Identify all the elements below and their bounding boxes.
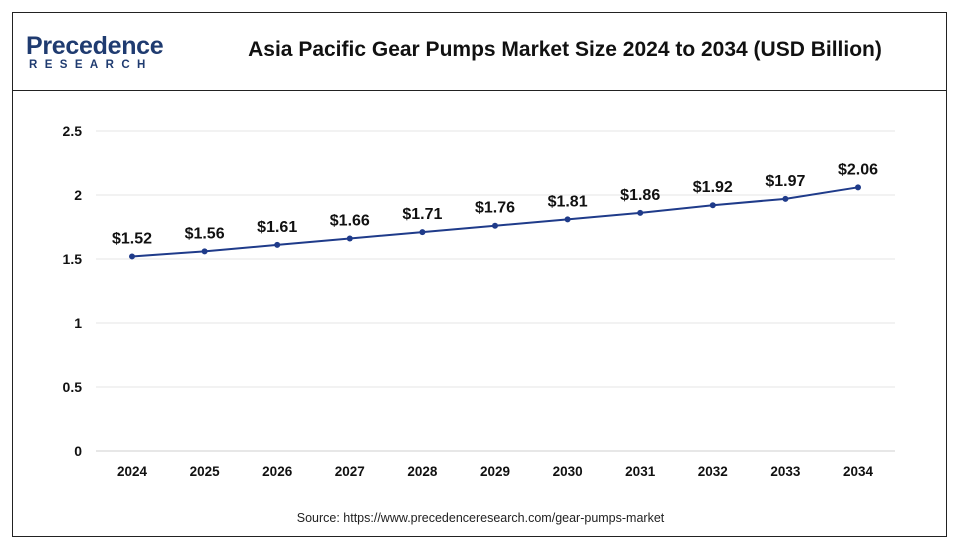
data-point — [419, 229, 426, 236]
x-tick-label: 2034 — [843, 464, 874, 479]
data-label: $1.66 — [330, 213, 370, 230]
brand-logo: Precedence RESEARCH — [26, 32, 176, 74]
y-tick-label: 0.5 — [63, 379, 83, 395]
series-line — [131, 186, 859, 258]
chart-title: Asia Pacific Gear Pumps Market Size 2024… — [248, 38, 882, 61]
chart-frame — [12, 12, 947, 537]
data-label: $1.97 — [765, 173, 805, 190]
x-tick-label: 2033 — [770, 464, 801, 479]
source-note: Source: https://www.precedenceresearch.c… — [296, 511, 665, 525]
x-tick-label: 2032 — [698, 464, 728, 479]
data-point — [709, 202, 716, 209]
data-label: $2.06 — [838, 161, 878, 178]
x-tick-label: 2025 — [190, 464, 221, 479]
data-label: $1.71 — [402, 206, 442, 223]
data-label: $1.52 — [112, 230, 152, 247]
data-label: $1.61 — [257, 219, 297, 236]
data-label: $1.56 — [185, 225, 225, 242]
x-tick-label: 2030 — [553, 464, 583, 479]
y-tick-label: 1.5 — [63, 251, 83, 267]
data-label: $1.92 — [693, 179, 733, 196]
x-tick-label: 2031 — [625, 464, 656, 479]
data-label: $1.81 — [548, 193, 588, 210]
data-point — [637, 209, 644, 216]
x-tick-label: 2028 — [407, 464, 438, 479]
data-point — [346, 235, 353, 242]
data-point — [855, 184, 861, 191]
y-tick-label: 0 — [74, 443, 82, 459]
x-tick-label: 2027 — [335, 464, 365, 479]
y-tick-label: 2 — [74, 187, 82, 203]
data-point — [201, 248, 208, 255]
logo-subtitle: RESEARCH — [29, 59, 153, 71]
x-tick-label: 2024 — [117, 464, 148, 479]
logo-wordmark: Precedence — [26, 32, 164, 60]
y-tick-label: 2.5 — [63, 123, 83, 139]
header-divider — [12, 90, 947, 91]
data-label: $1.76 — [475, 200, 515, 217]
data-point — [129, 253, 135, 260]
data-point — [782, 195, 789, 202]
data-label: $1.86 — [620, 187, 660, 204]
x-tick-label: 2029 — [480, 464, 510, 479]
data-point — [274, 241, 281, 248]
data-point — [564, 216, 571, 223]
data-point — [492, 222, 498, 229]
x-tick-label: 2026 — [262, 464, 293, 479]
y-tick-label: 1 — [74, 315, 82, 331]
